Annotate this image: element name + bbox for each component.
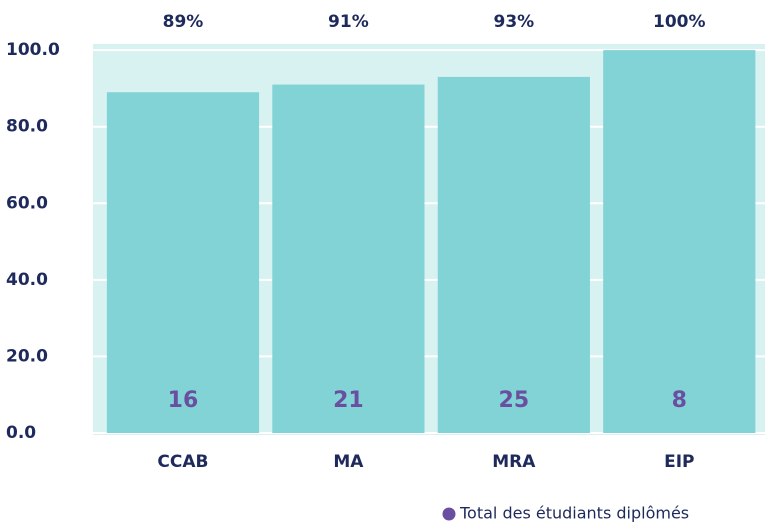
inner-label: 8 bbox=[672, 388, 687, 413]
y-tick-label: 0.0 bbox=[6, 423, 36, 443]
x-tick-label: MA bbox=[333, 452, 364, 472]
bar bbox=[272, 84, 425, 433]
inner-label: 21 bbox=[333, 388, 364, 413]
legend-marker bbox=[442, 507, 456, 521]
x-tick-label: MRA bbox=[492, 452, 536, 472]
x-tick-label: CCAB bbox=[157, 452, 208, 472]
bar bbox=[603, 50, 756, 434]
inner-label: 25 bbox=[499, 388, 530, 413]
value-label: 100% bbox=[653, 12, 706, 32]
bar bbox=[437, 76, 590, 434]
value-label: 89% bbox=[163, 12, 204, 32]
y-tick-label: 80.0 bbox=[6, 117, 48, 137]
value-label: 91% bbox=[328, 12, 369, 32]
x-tick-label: EIP bbox=[664, 452, 694, 472]
y-tick-label: 60.0 bbox=[6, 193, 48, 213]
y-tick-label: 40.0 bbox=[6, 270, 48, 290]
inner-label: 16 bbox=[168, 388, 199, 413]
y-tick-label: 20.0 bbox=[6, 346, 48, 366]
y-tick-label: 100.0 bbox=[6, 40, 60, 60]
bar bbox=[106, 92, 260, 433]
value-label: 93% bbox=[493, 12, 534, 32]
legend-label: Total des étudiants diplômés bbox=[459, 504, 689, 523]
